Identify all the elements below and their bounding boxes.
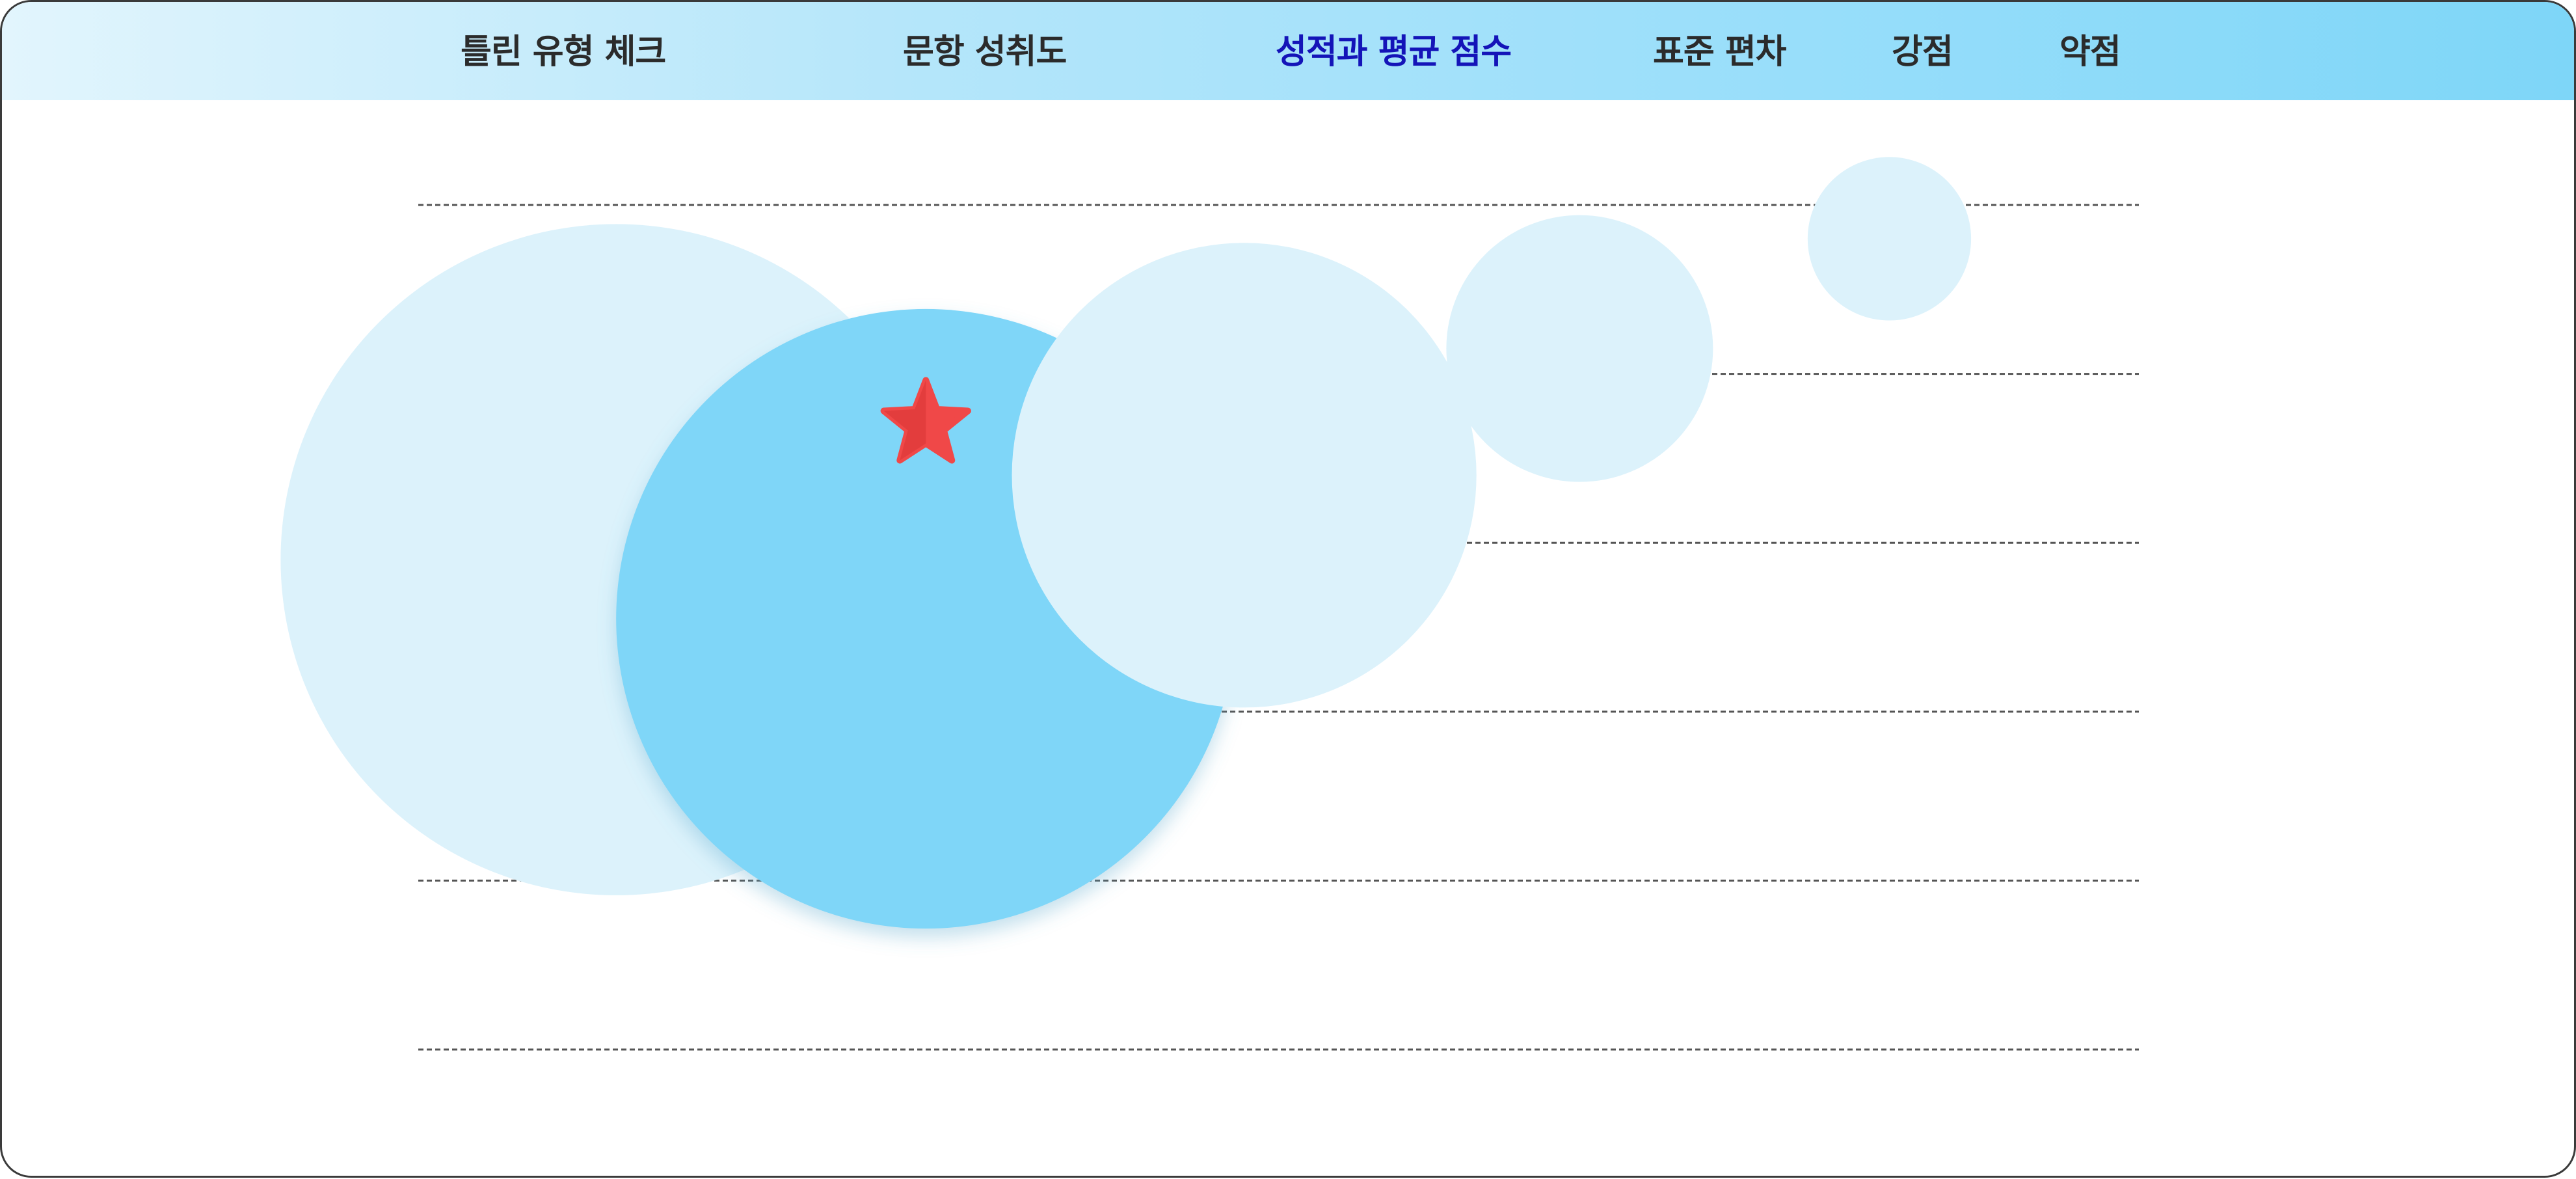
star-shade <box>883 380 926 461</box>
bubble-5 <box>1807 157 1972 321</box>
chart-bubbles <box>280 157 1972 929</box>
tab-score-and-average[interactable]: 성적과 평균 점수 <box>1276 33 1512 72</box>
tab-bar: 틀린 유형 체크 문항 성취도 성적과 평균 점수 표준 편차 강점 약점 <box>2 2 2574 100</box>
tab-wrong-type-check[interactable]: 틀린 유형 체크 <box>461 33 666 72</box>
tab-weaknesses[interactable]: 약점 <box>2059 33 2121 72</box>
bubble-3 <box>1012 243 1477 708</box>
chart-marker <box>880 377 971 464</box>
tab-item-achievement[interactable]: 문항 성취도 <box>903 33 1067 72</box>
bubble-4 <box>1446 215 1713 482</box>
tab-strengths[interactable]: 강점 <box>1892 33 1953 72</box>
tab-standard-deviation[interactable]: 표준 편차 <box>1653 33 1786 72</box>
